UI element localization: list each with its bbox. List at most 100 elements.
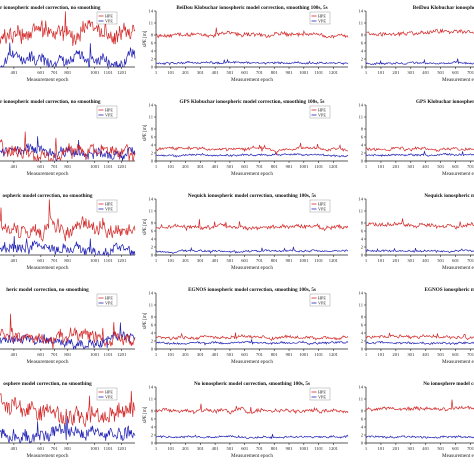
legend-label-hpe: HPE <box>318 108 326 113</box>
panel-5: GPS Klobuchar ionospheric model correcti… <box>143 99 349 177</box>
x-tick-label: 1001 <box>299 446 309 451</box>
x-tick-label: 201 <box>182 258 190 263</box>
legend-label-vpe: VPE <box>105 207 113 212</box>
panel-title: EGNOS ionospheric model correct <box>425 287 474 293</box>
legend-label-hpe: HPE <box>105 108 113 113</box>
x-tick-label: 501 <box>226 446 234 451</box>
x-tick-label: 1 <box>365 446 368 451</box>
y-tick-label: 11 <box>149 397 154 402</box>
x-axis-label: Measurement epoch <box>231 453 273 459</box>
y-tick-label: 11 <box>149 115 154 120</box>
panel-title: Nequick ionospheric model correct <box>424 193 474 199</box>
y-tick-label: 14 <box>148 103 153 108</box>
x-tick-label: 1201 <box>117 258 127 263</box>
x-tick-label: 1 <box>365 70 368 75</box>
y-tick-label: 0 <box>151 253 154 258</box>
x-axis-label: Measurement epoch <box>27 359 69 365</box>
hpe-series-line <box>155 142 349 156</box>
x-axis-label: Measurement epoch <box>231 265 273 271</box>
x-tick-label: 701 <box>256 446 264 451</box>
x-tick-label: 301 <box>197 70 205 75</box>
x-tick-label: 1101 <box>314 446 324 451</box>
x-tick-label: 1001 <box>299 164 309 169</box>
vpe-series-line <box>365 341 474 346</box>
x-tick-label: 401 <box>422 258 430 263</box>
x-tick-label: 501 <box>226 164 234 169</box>
x-tick-label: 701 <box>467 258 474 263</box>
panel-15: No ionosphere model correction, sm 0 2 4 6 8 1… <box>358 381 474 459</box>
y-tick-label: 6 <box>361 417 364 422</box>
x-tick-label: 1101 <box>314 352 324 357</box>
x-tick-label: 501 <box>437 258 445 263</box>
y-tick-label: 4 <box>361 49 364 54</box>
y-tick-label: 8 <box>361 315 364 320</box>
x-tick-label: 401 <box>10 446 18 451</box>
x-tick-label: 801 <box>64 164 72 169</box>
legend-label-vpe: VPE <box>318 301 326 306</box>
x-tick-label: 201 <box>392 446 400 451</box>
y-tick-label: 8 <box>151 409 154 414</box>
panel-title: No ionospheric model correction, smoothi… <box>194 381 310 387</box>
hpe-series-line <box>155 219 349 232</box>
x-tick-label: 601 <box>37 70 45 75</box>
y-tick-label: 2 <box>361 57 364 62</box>
x-tick-label: 1101 <box>314 70 324 75</box>
x-tick-label: 801 <box>64 446 72 451</box>
x-tick-label: 401 <box>422 352 430 357</box>
legend-label-vpe: VPE <box>318 395 326 400</box>
x-tick-label: 1 <box>155 70 158 75</box>
x-tick-label: 801 <box>271 258 279 263</box>
x-tick-label: 401 <box>212 352 220 357</box>
y-tick-label: 11 <box>149 21 154 26</box>
hpe-series-line <box>365 332 474 341</box>
y-tick-label: 2 <box>361 151 364 156</box>
x-tick-label: 201 <box>392 164 400 169</box>
x-tick-label: 101 <box>167 258 175 263</box>
x-tick-label: 1001 <box>299 258 309 263</box>
x-tick-label: 1201 <box>117 164 127 169</box>
x-tick-label: 301 <box>197 164 205 169</box>
x-tick-label: 1101 <box>104 164 114 169</box>
x-tick-label: 501 <box>226 352 234 357</box>
x-tick-label: 1201 <box>329 352 339 357</box>
y-tick-label: 2 <box>151 339 154 344</box>
x-tick-label: 701 <box>467 446 474 451</box>
y-axis-label: xPE [m] <box>143 30 148 47</box>
y-tick-label: 6 <box>151 323 154 328</box>
y-tick-label: 2 <box>361 339 364 344</box>
panel-7: ospheric model correction, no smoothing 4… <box>0 193 136 271</box>
x-tick-label: 101 <box>167 352 175 357</box>
x-tick-label: 601 <box>452 446 460 451</box>
x-tick-label: 601 <box>241 258 249 263</box>
panel-4: har ionospheric model correction, no smo… <box>0 99 136 177</box>
panel-12: EGNOS ionospheric model correct024681114… <box>358 287 474 365</box>
vpe-series-line <box>155 434 349 440</box>
x-tick-label: 301 <box>407 164 415 169</box>
y-tick-label: 6 <box>361 135 364 140</box>
x-tick-label: 1101 <box>104 258 114 263</box>
x-tick-label: 301 <box>197 446 205 451</box>
panel-title: har ionospheric model correction, no smo… <box>0 5 101 11</box>
legend-label-hpe: HPE <box>318 202 326 207</box>
y-tick-label: 8 <box>151 221 154 226</box>
hpe-series-line <box>155 403 349 415</box>
x-tick-label: 501 <box>226 70 234 75</box>
hpe-series-line <box>0 131 136 162</box>
x-tick-label: 301 <box>407 258 415 263</box>
x-tick-label: 501 <box>226 258 234 263</box>
panel-title: No ionosphere model correction, sm <box>423 381 474 387</box>
legend-label-vpe: VPE <box>105 113 113 118</box>
panel-8: Nequick ionospheric model correction, sm… <box>143 193 349 271</box>
y-tick-label: 8 <box>151 315 154 320</box>
x-tick-label: 201 <box>182 70 190 75</box>
x-tick-label: 601 <box>37 164 45 169</box>
x-tick-label: 1001 <box>90 70 100 75</box>
x-tick-label: 701 <box>256 352 264 357</box>
vpe-series-line <box>0 235 136 257</box>
x-tick-label: 601 <box>37 446 45 451</box>
y-tick-label: 8 <box>151 127 154 132</box>
legend-label-hpe: HPE <box>318 296 326 301</box>
x-tick-label: 101 <box>167 446 175 451</box>
vpe-series-line <box>155 58 349 66</box>
panel-3: BeiDou Klobuchar ionospheric model corre… <box>358 5 474 83</box>
